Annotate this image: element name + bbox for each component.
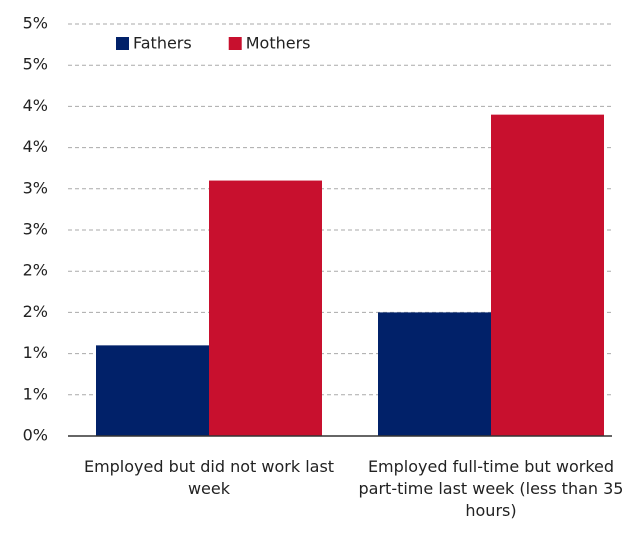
legend-swatch [116,37,129,50]
y-tick-label: 4% [23,137,48,156]
y-tick-label: 2% [23,261,48,280]
bar [491,114,604,436]
y-tick-label: 5% [23,55,48,74]
y-tick-label: 3% [23,220,48,239]
legend-label: Mothers [246,34,311,53]
y-tick-label: 5% [23,14,48,33]
y-tick-label: 2% [23,302,48,321]
bar [96,345,209,436]
y-tick-label: 0% [23,426,48,445]
y-tick-label: 1% [23,343,48,362]
x-tick-label: Employed full-time but worked part-time … [358,457,623,520]
bar [209,180,322,436]
x-tick-label: Employed but did not work last week [83,457,335,498]
bar [378,312,491,436]
y-tick-label: 4% [23,96,48,115]
y-tick-label: 3% [23,178,48,197]
legend-label: Fathers [133,34,192,53]
legend-swatch [228,37,242,50]
y-tick-label: 1% [23,384,48,403]
